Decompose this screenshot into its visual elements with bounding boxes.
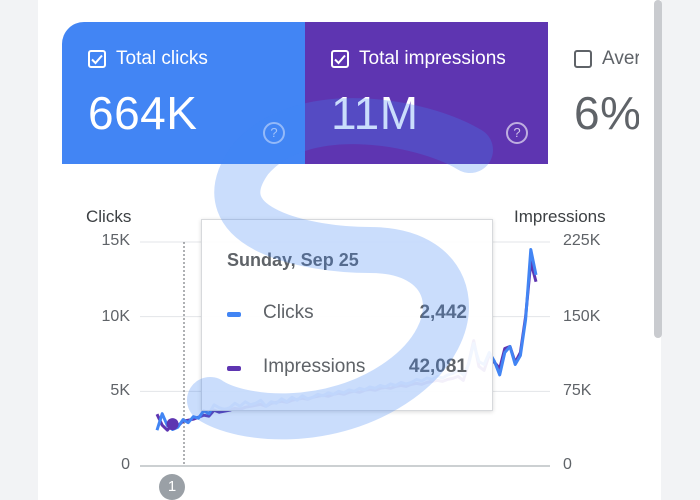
checkbox-checked[interactable] bbox=[331, 50, 349, 68]
right-tick-label: 225K bbox=[563, 232, 601, 249]
check-icon bbox=[334, 54, 346, 65]
metric-header: Total clicks bbox=[88, 48, 208, 70]
help-icon[interactable]: ? bbox=[506, 122, 528, 144]
tooltip-date: Sunday, Sep 25 bbox=[227, 250, 359, 270]
left-tick-label: 5K bbox=[110, 382, 130, 399]
scrollbar[interactable] bbox=[654, 0, 662, 338]
metric-value: 664K bbox=[88, 87, 198, 139]
check-icon bbox=[91, 54, 103, 65]
tooltip-series-name: Clicks bbox=[263, 302, 314, 323]
tooltip-series-value: 42,081 bbox=[408, 356, 467, 377]
metric-label: Total clicks bbox=[116, 48, 208, 69]
metric-value: 11M bbox=[331, 87, 419, 139]
metric-label: Aver bbox=[602, 48, 639, 69]
right-axis-title: Impressions bbox=[514, 207, 606, 226]
hover-point bbox=[166, 418, 179, 431]
help-icon[interactable]: ? bbox=[263, 122, 285, 144]
left-tick-label: 0 bbox=[121, 456, 130, 473]
tooltip-series-value: 2,442 bbox=[419, 302, 467, 323]
annotation-marker[interactable]: 1 bbox=[159, 474, 185, 500]
metric-value: 6% bbox=[574, 87, 639, 139]
metric-header: Aver bbox=[574, 48, 639, 70]
metric-tab-total-clicks[interactable]: Total clicks 664K ? bbox=[62, 22, 305, 164]
metric-tab-average-position[interactable]: Aver 6% bbox=[548, 22, 639, 164]
series-swatch bbox=[227, 366, 241, 371]
series-swatch bbox=[227, 312, 241, 317]
checkbox-unchecked[interactable] bbox=[574, 50, 592, 68]
checkbox-checked[interactable] bbox=[88, 50, 106, 68]
metric-label: Total impressions bbox=[359, 48, 506, 69]
metric-header: Total impressions bbox=[331, 48, 506, 70]
tooltip-series-name: Impressions bbox=[263, 356, 366, 377]
metric-tabs: Total clicks 664K ? Total impressions 11… bbox=[62, 22, 639, 164]
left-tick-label: 15K bbox=[101, 232, 130, 249]
tooltip-row-clicks: Clicks 2,442 bbox=[227, 302, 467, 326]
right-tick-label: 150K bbox=[563, 308, 601, 325]
right-tick-label: 75K bbox=[563, 382, 592, 399]
left-tick-label: 10K bbox=[101, 308, 130, 325]
chart-tooltip: Sunday, Sep 25 Clicks 2,442 Impressions … bbox=[201, 219, 493, 411]
tooltip-row-impressions: Impressions 42,081 bbox=[227, 356, 467, 380]
right-tick-label: 0 bbox=[563, 456, 572, 473]
left-axis-title: Clicks bbox=[86, 207, 132, 226]
metric-tab-total-impressions[interactable]: Total impressions 11M ? bbox=[305, 22, 548, 164]
